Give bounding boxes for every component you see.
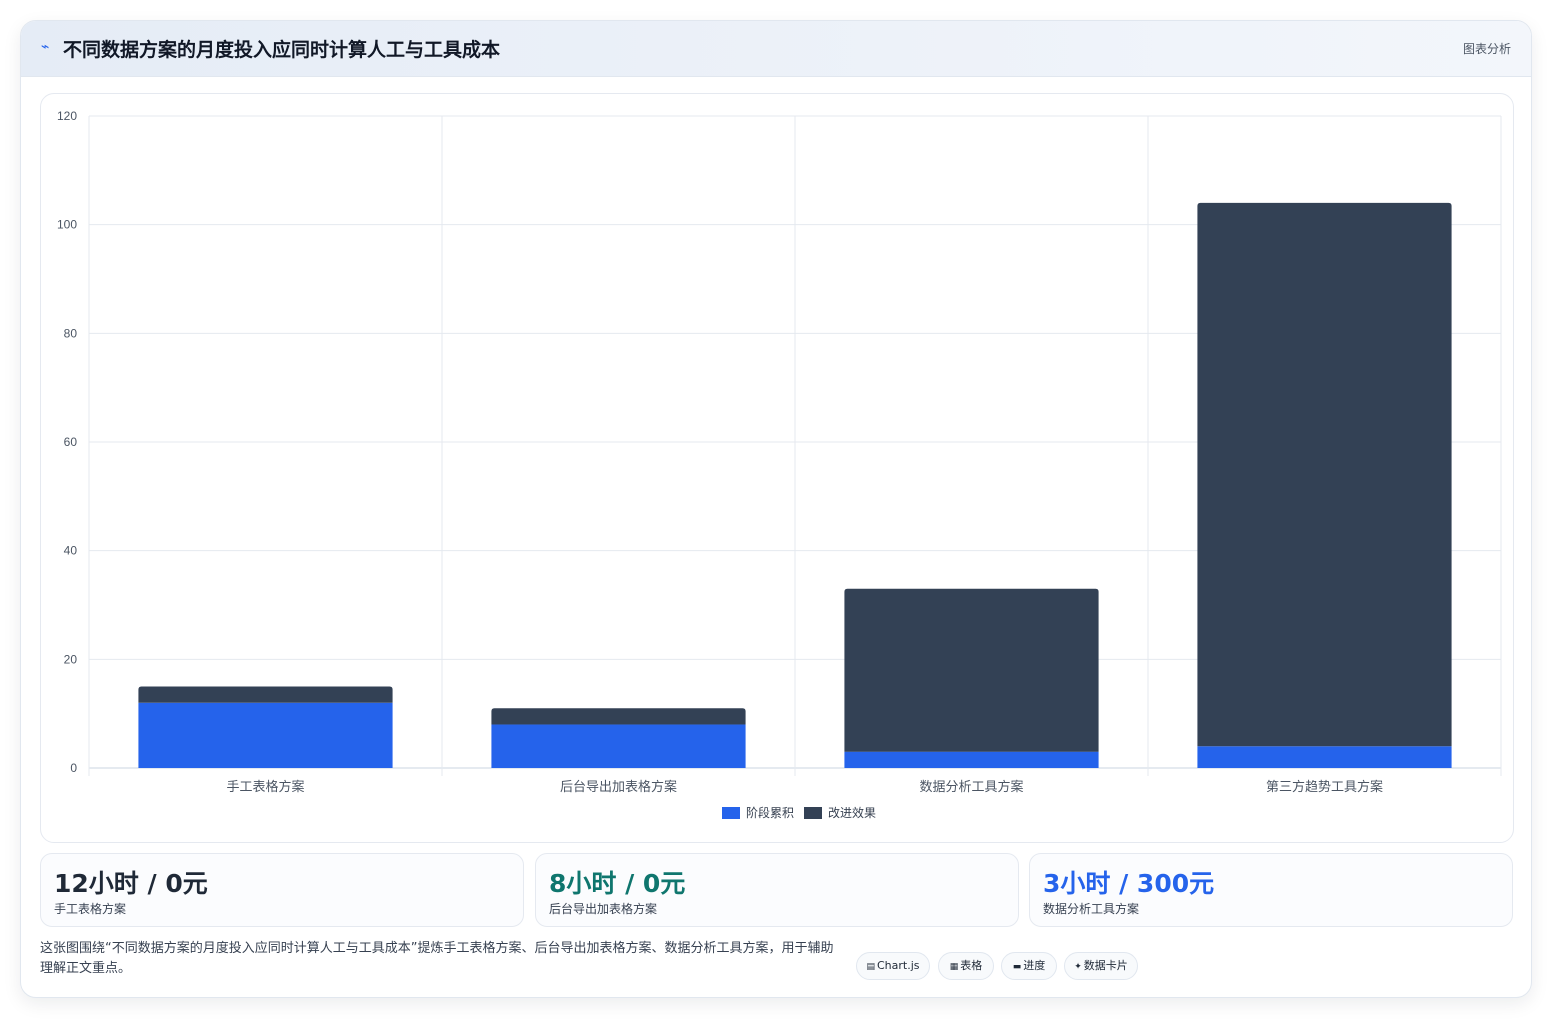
chip-chartjs[interactable]: ▤ Chart.js (856, 952, 930, 980)
table-icon: ▦ (949, 962, 959, 972)
y-tick-label: 120 (57, 109, 77, 123)
legend-swatch (722, 807, 740, 819)
x-tick-label: 第三方趋势工具方案 (1266, 779, 1383, 795)
bar-segment (138, 702, 393, 768)
legend-label: 改进效果 (828, 805, 876, 820)
y-tick-label: 40 (64, 544, 78, 558)
y-tick-label: 60 (64, 435, 78, 449)
y-tick-label: 20 (64, 652, 78, 666)
bar-segment (138, 686, 393, 703)
card-header: ⌁ 不同数据方案的月度投入应同时计算人工与工具成本 图表分析 (21, 21, 1531, 77)
chart-panel: 0 20 40 60 80 100 120 手工表格方案 后台导出加表格方案 数据分析工具方案 第三… (40, 93, 1514, 843)
bar-segment (1197, 202, 1452, 747)
bar-segment (491, 708, 746, 725)
stat-label: 数据分析工具方案 (1043, 902, 1140, 916)
stat-label: 手工表格方案 (54, 902, 127, 916)
stat-card-tool: 3小时 / 300元 数据分析工具方案 (1029, 853, 1513, 927)
y-tick-label: 100 (57, 218, 77, 232)
x-tick-label: 手工表格方案 (226, 779, 304, 795)
y-tick-label: 0 (70, 761, 77, 775)
stat-value: 12小时 / 0元 (54, 869, 208, 898)
chip-progress[interactable]: ▬ 进度 (1001, 952, 1057, 980)
chart-card: ⌁ 不同数据方案的月度投入应同时计算人工与工具成本 图表分析 0 20 40 60 80… (20, 20, 1532, 998)
stat-card-export: 8小时 / 0元 后台导出加表格方案 (535, 853, 1019, 927)
chip-label: 数据卡片 (1083, 959, 1128, 972)
stat-card-manual: 12小时 / 0元 手工表格方案 (40, 853, 524, 927)
progress-icon: ▬ (1012, 962, 1022, 972)
bar-segment (491, 724, 746, 768)
chip-data-card[interactable]: ✦ 数据卡片 (1064, 952, 1138, 980)
chip-table[interactable]: ▦ 表格 (938, 952, 994, 980)
chip-label: Chart.js (877, 959, 920, 972)
stat-value: 3小时 / 300元 (1043, 869, 1215, 898)
chart-caption: 这张图围绕“不同数据方案的月度投入应同时计算人工与工具成本”提炼手工表格方案、后… (40, 941, 834, 976)
x-tick-label: 数据分析工具方案 (919, 779, 1023, 795)
bar-segment (1197, 746, 1452, 768)
bar-segment (844, 751, 1099, 768)
legend-label: 阶段累积 (746, 805, 794, 820)
stat-label: 后台导出加表格方案 (549, 902, 658, 916)
chip-label: 进度 (1023, 959, 1046, 972)
chip-label: 表格 (960, 959, 983, 972)
bar-segment (844, 588, 1099, 752)
y-tick-label: 80 (64, 326, 78, 340)
legend-swatch (804, 807, 822, 819)
header-tag: 图表分析 (1462, 42, 1511, 56)
x-tick-label: 后台导出加表格方案 (560, 779, 677, 795)
stacked-bar-chart: 0 20 40 60 80 100 120 手工表格方案 后台导出加表格方案 数据分析工具方案 第三… (57, 109, 1502, 820)
chart-title: 不同数据方案的月度投入应同时计算人工与工具成本 (63, 39, 501, 61)
stat-value: 8小时 / 0元 (549, 869, 686, 898)
chart-icon: ▤ (866, 962, 875, 972)
chart-line-icon: ⌁ (41, 39, 50, 55)
sparkle-icon: ✦ (1074, 962, 1082, 972)
